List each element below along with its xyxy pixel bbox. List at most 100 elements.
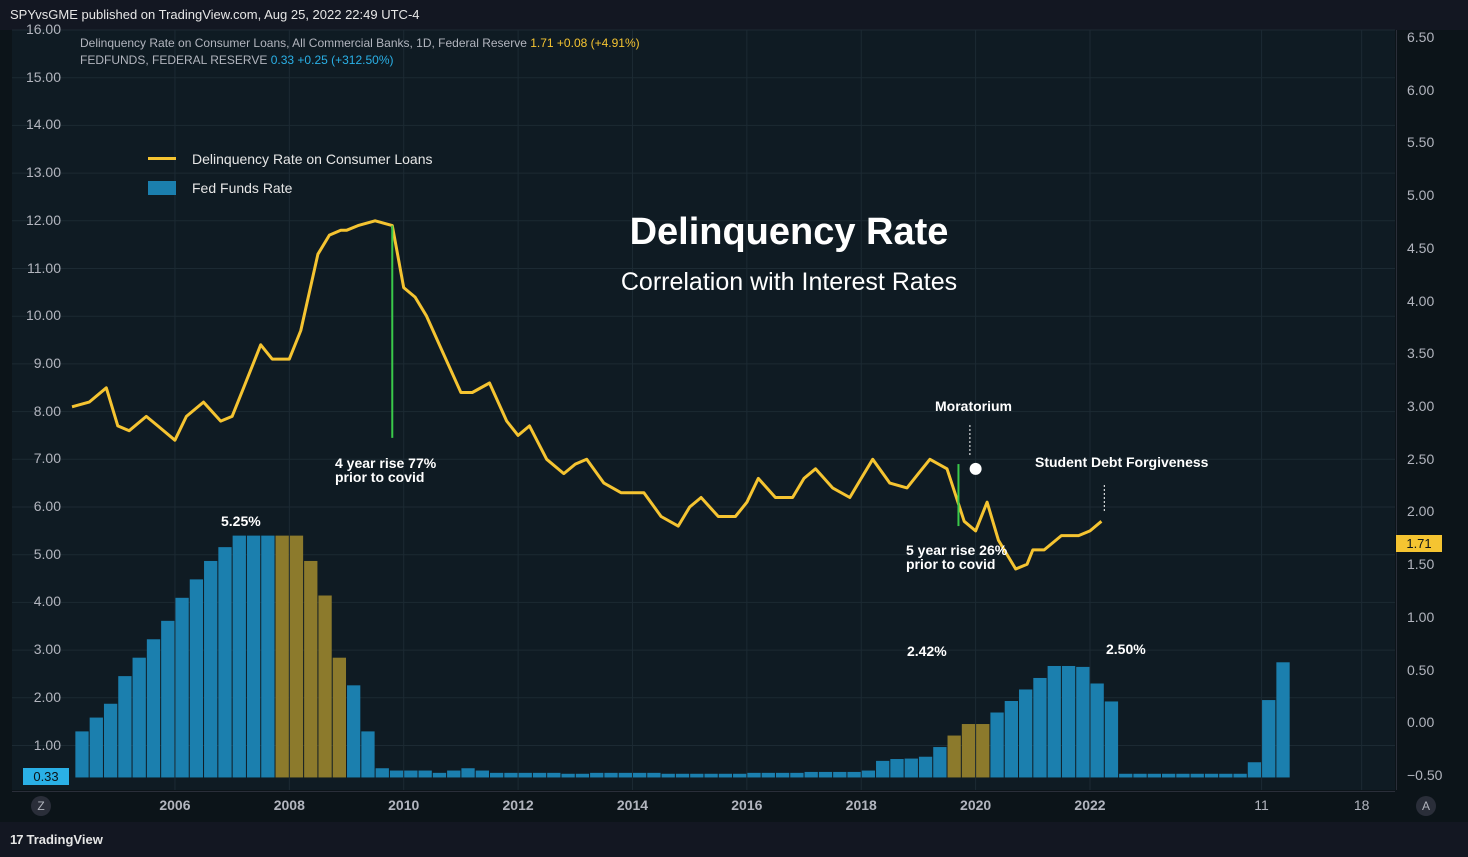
rise1-line1: 4 year rise 77% [335, 455, 437, 471]
right-axis-tick: 4.50 [1407, 239, 1435, 256]
series1-name: Delinquency Rate on Consumer Loans, All … [80, 36, 527, 50]
legend-series-delinquency[interactable]: Delinquency Rate on Consumer Loans, All … [80, 36, 640, 50]
fed-funds-bar [304, 560, 318, 778]
series1-change: +0.08 (+4.91%) [556, 36, 640, 50]
right-axis-tick: 6.50 [1407, 29, 1435, 45]
left-axis-tick: 12.00 [25, 211, 61, 228]
left-axis-tick: 13.00 [25, 164, 61, 181]
fed-funds-bar [1019, 689, 1033, 778]
rise2-line1: 5 year rise 26% [906, 542, 1008, 558]
time-axis[interactable] [12, 791, 1395, 822]
right-axis-tick: 5.00 [1407, 187, 1435, 204]
fed-funds-bar [761, 772, 775, 778]
time-axis-tick: 2020 [960, 797, 992, 813]
right-axis-tick: 3.00 [1407, 398, 1435, 414]
fed-funds-bar [246, 535, 261, 778]
right-price-axis[interactable] [1396, 30, 1468, 790]
rise2-line2: prior to covid [906, 556, 996, 572]
fedfunds-last-badge: 0.33 [23, 768, 69, 785]
fed-funds-bar [332, 657, 347, 778]
left-axis-tick: 14.00 [25, 116, 61, 133]
fed-funds-bar [590, 772, 604, 778]
series2-name: FEDFUNDS, FEDERAL RESERVE [80, 53, 268, 67]
fed-funds-bar [1204, 773, 1219, 778]
fed-funds-bar [532, 772, 547, 778]
time-axis-tick: 2014 [616, 797, 649, 813]
right-axis-tick: 6.00 [1407, 81, 1435, 98]
fed-funds-bar [1104, 701, 1119, 778]
right-axis-tick: 2.50 [1407, 450, 1435, 467]
fed-funds-bar [1076, 666, 1090, 778]
series2-value: 0.33 [270, 53, 295, 67]
fed-funds-bar [89, 717, 103, 778]
fed-funds-bar [1276, 662, 1290, 778]
fed-funds-bar [1090, 683, 1104, 778]
tradingview-logo-icon: 17 [10, 832, 24, 847]
fed-funds-bar [976, 724, 990, 778]
fed-funds-bar [876, 760, 890, 778]
right-axis-tick: −0.50 [1407, 767, 1443, 783]
fed-funds-bar [1119, 773, 1133, 778]
left-axis-tick: 10.00 [25, 307, 61, 324]
bar-swatch [148, 181, 176, 195]
fed-funds-bar [432, 772, 447, 778]
fed-funds-bar [1161, 773, 1176, 778]
fed-funds-bar [189, 579, 204, 778]
fed-funds-bar [389, 770, 404, 778]
time-axis-tick: 2006 [159, 797, 191, 813]
legend-series-fedfunds[interactable]: FEDFUNDS, FEDERAL RESERVE 0.33 +0.25 (+3… [80, 53, 394, 67]
time-axis-tick: 2016 [731, 797, 763, 813]
rise1-line2: prior to covid [335, 469, 425, 485]
auto-zoom-button[interactable]: Z [31, 796, 51, 816]
fed-funds-bar [847, 771, 861, 778]
tradingview-logo[interactable]: 17 TradingView [10, 832, 103, 847]
fed-funds-bar [75, 731, 89, 778]
fed-funds-bar [933, 747, 947, 778]
time-axis-tick: 2010 [388, 797, 420, 813]
footer-bar: 17 TradingView [0, 822, 1468, 857]
fed-funds-bar [404, 770, 418, 778]
rate-2022-label: 2.50% [1106, 641, 1146, 657]
fed-funds-bar [1133, 773, 1147, 778]
forgiveness-label: Student Debt Forgiveness [1035, 454, 1209, 470]
auto-scale-button[interactable]: A [1416, 796, 1436, 816]
fed-funds-bar [818, 771, 833, 778]
fed-funds-bar [647, 772, 661, 778]
right-axis-tick: 3.50 [1407, 345, 1435, 362]
time-axis-tick: 2018 [845, 797, 877, 813]
right-axis-tick: 1.00 [1407, 608, 1435, 625]
fed-funds-bar [146, 639, 161, 778]
fed-funds-bar [775, 772, 790, 778]
right-axis-tick: 4.00 [1407, 292, 1435, 309]
fed-funds-bar [475, 770, 489, 778]
fed-funds-bar [547, 772, 561, 778]
fed-funds-bar [289, 535, 304, 778]
fed-funds-bar [1247, 762, 1262, 778]
fed-funds-bar [489, 772, 504, 778]
rate-2019-label: 2.42% [907, 643, 947, 659]
fed-funds-bar [690, 773, 704, 778]
left-axis-tick: 5.00 [33, 545, 61, 562]
rise1-annotation: 4 year rise 77% prior to covid [335, 456, 436, 484]
fed-funds-bar [561, 773, 575, 778]
delinquency-line [71, 219, 1103, 571]
moratorium-label: Moratorium [935, 398, 1012, 414]
fed-funds-bar [1233, 773, 1247, 778]
fed-funds-bar [990, 712, 1004, 778]
left-axis-tick: 9.00 [33, 354, 61, 371]
publisher-text: SPYvsGME published on TradingView.com, A… [10, 7, 420, 22]
fed-funds-bar [1176, 773, 1190, 778]
left-axis-tick: 2.00 [33, 688, 61, 705]
fed-funds-bar [132, 657, 146, 778]
line-swatch [148, 157, 176, 160]
fed-funds-bar [632, 772, 647, 778]
fed-funds-bar [1004, 700, 1019, 778]
left-axis-tick: 11.00 [27, 259, 61, 276]
fed-funds-bar [675, 773, 690, 778]
fed-funds-bar [790, 772, 804, 778]
time-axis-tick: 2008 [273, 797, 305, 813]
fed-funds-bar [661, 773, 675, 778]
fed-funds-bar [747, 772, 761, 778]
fed-funds-bar [1033, 677, 1047, 778]
